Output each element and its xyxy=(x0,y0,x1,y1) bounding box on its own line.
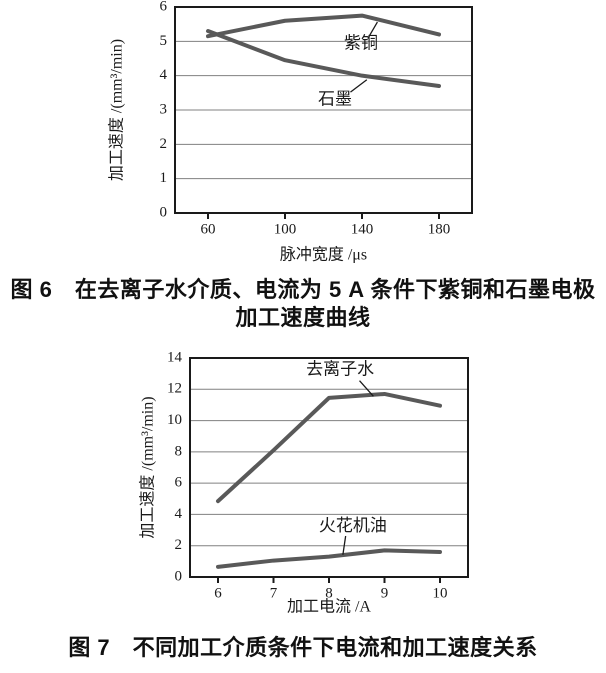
y-tick-label: 14 xyxy=(167,349,183,365)
series-line xyxy=(206,13,441,39)
y-tick-label: 6 xyxy=(160,0,168,14)
y-tick-label: 6 xyxy=(175,475,183,491)
y-tick-label: 12 xyxy=(167,381,182,397)
figure6-caption-line2: 加工速度曲线 xyxy=(235,305,371,330)
x-tick-label: 8 xyxy=(325,586,333,602)
x-tick-label: 140 xyxy=(351,222,374,238)
series-annotation-label: 火花机油 xyxy=(319,516,387,535)
series-annotation-label: 紫铜 xyxy=(344,34,378,53)
x-axis-title: 加工电流 /A xyxy=(287,598,371,616)
x-axis-title: 脉冲宽度 /μs xyxy=(280,246,367,264)
y-tick-label: 2 xyxy=(175,537,183,553)
x-tick-label: 100 xyxy=(274,222,297,238)
y-tick-label: 10 xyxy=(167,412,182,428)
y-tick-label: 4 xyxy=(175,506,183,522)
series-annotation-label: 石墨 xyxy=(318,89,352,108)
series-line xyxy=(216,548,442,569)
annotation-leader-line xyxy=(350,79,368,93)
figure6-caption-line1: 图 6 在去离子水介质、电流为 5 A 条件下紫铜和石墨电极 xyxy=(10,277,596,302)
x-tick-label: 6 xyxy=(214,586,222,602)
plot-border xyxy=(189,357,469,578)
y-tick-label: 0 xyxy=(160,204,168,220)
y-tick-label: 2 xyxy=(160,136,168,152)
figure-6: 0 1 2 3 4 5 6 60 100 140 180 紫铜石墨脉冲宽度 /μs 加工速度 /(mm³… xyxy=(0,0,606,332)
series-line xyxy=(206,29,441,88)
y-tick-label: 8 xyxy=(175,443,183,459)
y-tick-label: 5 xyxy=(160,33,168,49)
x-tick-label: 10 xyxy=(433,586,448,602)
x-tick-label: 180 xyxy=(428,222,451,238)
figure7-caption: 图 7 不同加工介质条件下电流和加工速度关系 xyxy=(0,634,606,662)
series-line xyxy=(216,391,442,504)
annotation-leader-line xyxy=(359,380,374,397)
x-tick-label: 7 xyxy=(270,586,278,602)
y-tick-label: 4 xyxy=(160,67,168,83)
figure7-caption-text: 图 7 不同加工介质条件下电流和加工速度关系 xyxy=(68,635,538,660)
y-axis-title: 加工速度 /(mm³/min) xyxy=(139,396,157,538)
figure6-caption: 图 6 在去离子水介质、电流为 5 A 条件下紫铜和石墨电极 加工速度曲线 xyxy=(0,276,606,332)
annotation-leader-line xyxy=(342,535,347,555)
plot-border xyxy=(174,6,473,214)
figure-7: 0 2 4 6 8 10 12 14 6 7 8 9 10 去离子水火花机油加工电流 /A 加工速度 /(m… xyxy=(0,348,606,662)
annotation-leader-line xyxy=(367,21,378,39)
x-tick-label: 9 xyxy=(381,586,389,602)
y-axis-title: 加工速度 /(mm³/min) xyxy=(108,39,126,181)
series-annotation-label: 去离子水 xyxy=(306,359,374,378)
y-tick-label: 0 xyxy=(175,568,183,584)
y-tick-label: 3 xyxy=(160,101,168,117)
y-tick-label: 1 xyxy=(160,170,168,186)
x-tick-label: 60 xyxy=(201,222,216,238)
